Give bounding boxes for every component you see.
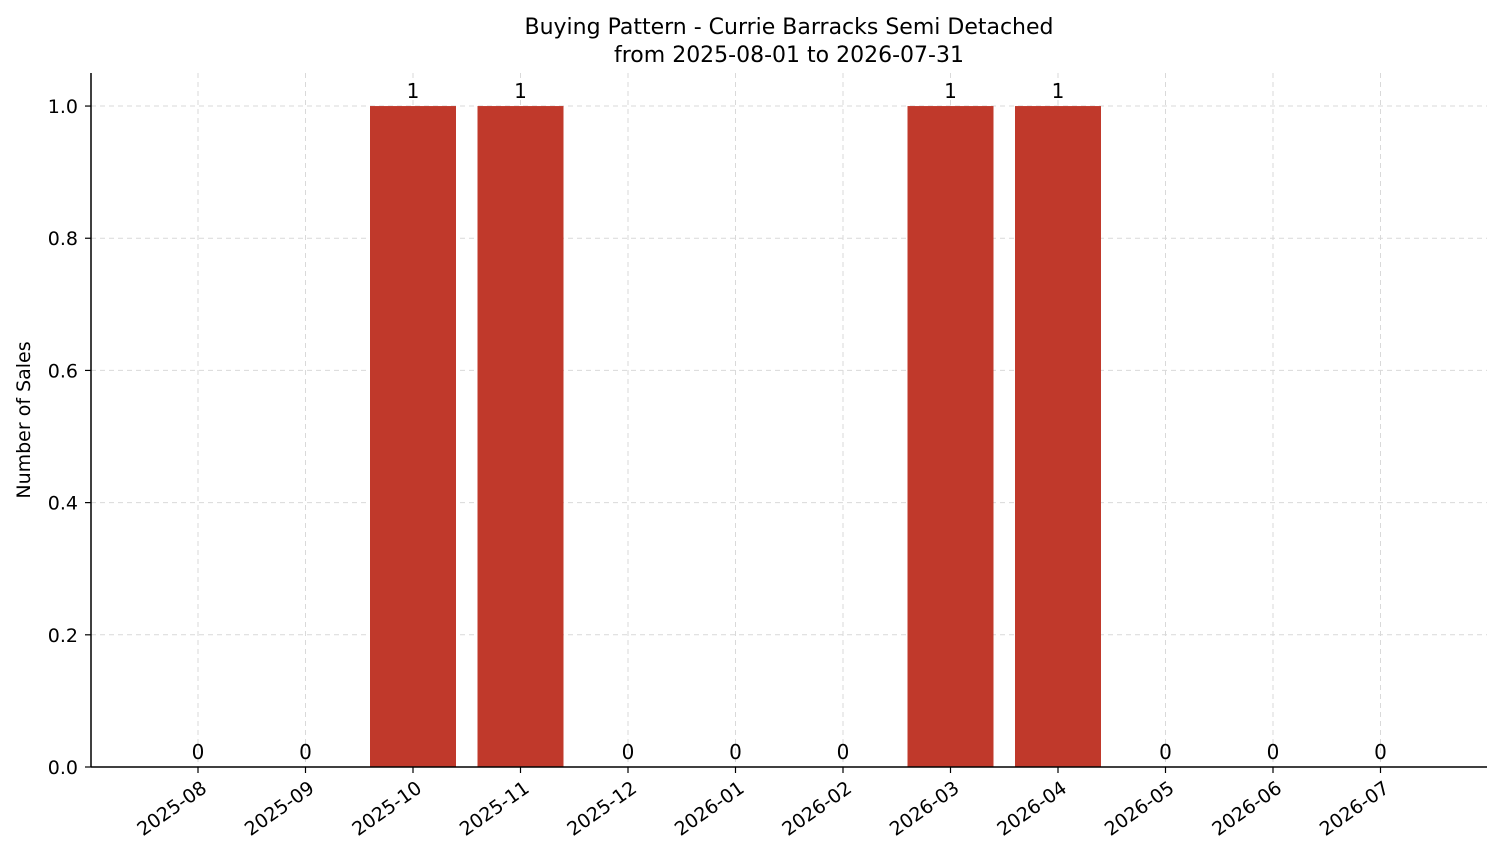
y-tick-label: 1.0 <box>48 96 78 118</box>
x-tick-label: 2025-12 <box>563 777 641 841</box>
data-label-2025-09: 0 <box>299 740 312 764</box>
bar-2026-04 <box>1015 106 1101 768</box>
x-tick-label: 2026-01 <box>671 777 749 841</box>
data-label-2026-02: 0 <box>837 740 850 764</box>
x-tick-label: 2025-10 <box>348 777 426 841</box>
y-tick-label: 0.8 <box>48 228 78 250</box>
data-label-2025-08: 0 <box>192 740 205 764</box>
y-tick-label: 0.6 <box>48 360 78 382</box>
data-label-2025-10: 1 <box>407 79 420 103</box>
data-label-2026-03: 1 <box>944 79 957 103</box>
x-tick-label: 2026-06 <box>1208 777 1286 841</box>
x-tick-label: 2025-09 <box>241 777 319 841</box>
bar-2026-03 <box>907 106 994 768</box>
data-label-2025-11: 1 <box>514 79 527 103</box>
data-label-2026-05: 0 <box>1159 740 1172 764</box>
x-tick-label: 2025-08 <box>133 777 211 841</box>
x-tick-label: 2026-07 <box>1316 777 1394 841</box>
y-tick-label: 0.0 <box>48 757 78 779</box>
data-labels: 0 0 1 1 0 0 0 1 1 0 0 0 <box>192 79 1387 764</box>
chart-title: Buying Pattern - Currie Barracks Semi De… <box>525 15 1054 40</box>
data-label-2026-06: 0 <box>1267 740 1280 764</box>
bars <box>370 106 1101 768</box>
data-label-2025-12: 0 <box>622 740 635 764</box>
gridlines <box>91 73 1487 768</box>
x-tick-label: 2025-11 <box>456 777 534 841</box>
data-label-2026-01: 0 <box>729 740 742 764</box>
y-tick-label: 0.4 <box>48 493 78 515</box>
x-tick-label: 2026-05 <box>1101 777 1179 841</box>
data-label-2026-07: 0 <box>1374 740 1387 764</box>
y-axis-label: Number of Sales <box>13 341 35 498</box>
chart-subtitle: from 2025-08-01 to 2026-07-31 <box>614 43 964 68</box>
x-tick-label: 2026-02 <box>778 777 856 841</box>
y-tick-label: 0.2 <box>48 625 78 647</box>
x-tick-label: 2026-03 <box>886 777 964 841</box>
x-axis-ticks: 2025-08 2025-09 2025-10 2025-11 2025-12 2026-… <box>133 767 1393 841</box>
x-tick-label: 2026-04 <box>993 777 1071 841</box>
bar-2025-11 <box>477 106 564 768</box>
data-label-2026-04: 1 <box>1052 79 1065 103</box>
y-axis-ticks: 0.0 0.2 0.4 0.6 0.8 1.0 <box>48 96 91 779</box>
bar-2025-10 <box>370 106 456 768</box>
